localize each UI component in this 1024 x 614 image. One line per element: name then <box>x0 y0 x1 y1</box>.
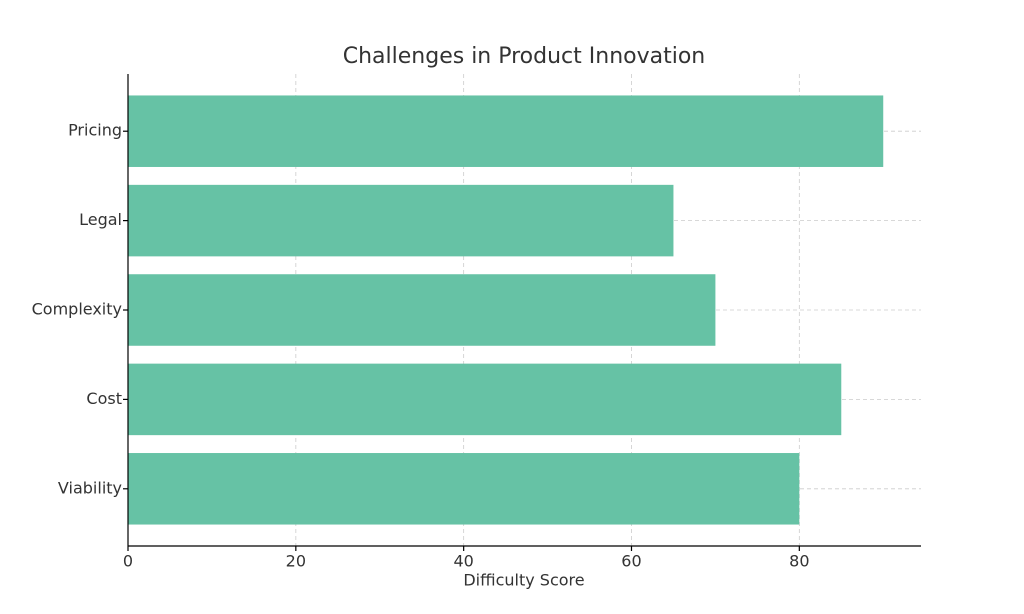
x-axis-label: Difficulty Score <box>463 571 584 590</box>
y-tick-label: Legal <box>79 210 122 229</box>
y-tick-label: Viability <box>58 478 122 497</box>
bar <box>128 184 674 257</box>
bar <box>128 274 716 346</box>
chart-title: Challenges in Product Innovation <box>343 44 706 69</box>
x-tick-label: 0 <box>123 552 133 571</box>
x-tick-label: 60 <box>621 552 641 571</box>
bar <box>128 363 842 436</box>
x-tick-label: 40 <box>453 552 473 571</box>
bar <box>128 453 800 525</box>
x-tick-label: 20 <box>286 552 306 571</box>
x-tick-label: 80 <box>789 552 809 571</box>
bar <box>128 95 884 167</box>
y-tick-label: Complexity <box>32 300 122 319</box>
y-tick-label: Cost <box>86 389 122 408</box>
y-tick-label: Pricing <box>68 121 122 140</box>
